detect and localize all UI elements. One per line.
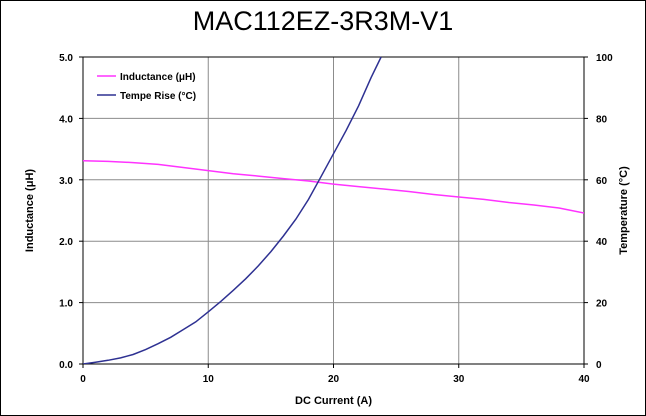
x-tick-label: 0 xyxy=(80,374,86,385)
y-axis-right-label: Temperature (°C) xyxy=(618,166,630,255)
y-left-tick-label: 3.0 xyxy=(59,176,73,187)
x-tick-label: 30 xyxy=(453,374,465,385)
legend-label: Inductance (μH) xyxy=(120,72,196,83)
y-right-tick-label: 100 xyxy=(596,53,613,64)
tick-labels: 0 10 20 30 40 0.0 1.0 2.0 3.0 4.0 5.0 0 20 40 60 80 100 xyxy=(59,53,613,385)
x-tick-label: 40 xyxy=(578,374,590,385)
x-tick-label: 20 xyxy=(328,374,340,385)
y-left-tick-label: 1.0 xyxy=(59,299,73,310)
series-line-inductance xyxy=(83,160,584,214)
series-layer xyxy=(83,56,584,364)
y-left-tick-label: 5.0 xyxy=(59,53,73,64)
y-left-tick-label: 4.0 xyxy=(59,114,73,125)
y-right-tick-label: 80 xyxy=(596,114,608,125)
series-line-temperature xyxy=(83,56,382,364)
y-right-tick-label: 60 xyxy=(596,176,608,187)
grid-lines xyxy=(82,56,585,365)
y-right-tick-label: 40 xyxy=(596,237,608,248)
y-right-tick-label: 0 xyxy=(596,360,602,371)
y-left-tick-label: 2.0 xyxy=(59,237,73,248)
legend: Inductance (μH) Tempe Rise (°C) xyxy=(97,72,196,102)
y-axis-left-label: Inductance (μH) xyxy=(24,169,36,252)
y-left-tick-label: 0.0 xyxy=(59,360,73,371)
x-axis-label: DC Current (A) xyxy=(295,395,372,407)
y-right-tick-label: 20 xyxy=(596,299,608,310)
chart-title: MAC112EZ-3R3M-V1 xyxy=(192,6,454,36)
x-tick-label: 10 xyxy=(203,374,215,385)
legend-label: Tempe Rise (°C) xyxy=(120,91,196,102)
